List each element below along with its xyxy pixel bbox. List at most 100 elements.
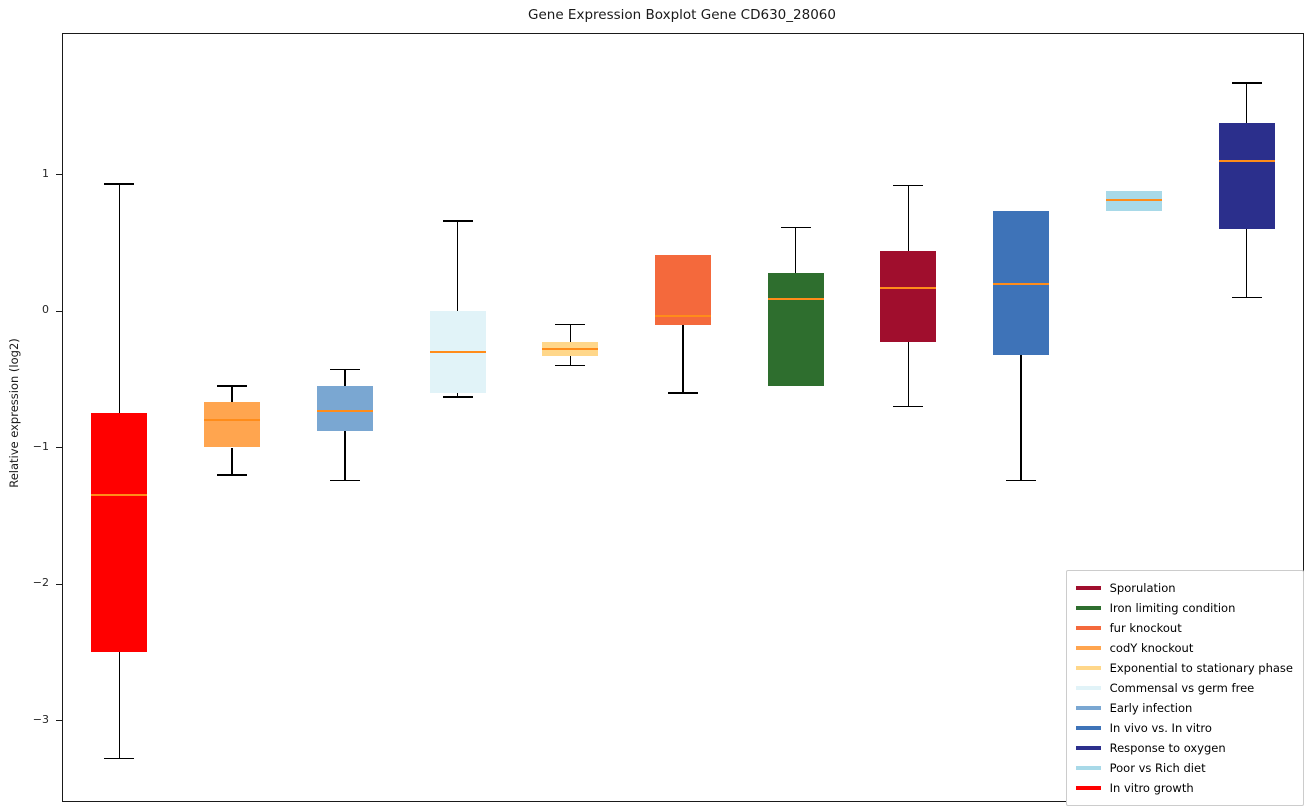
boxplot-box	[1218, 122, 1275, 230]
whisker-line	[456, 392, 459, 397]
median-line	[91, 494, 148, 497]
legend-color-swatch	[1075, 726, 1101, 730]
legend-item: Commensal vs germ free	[1075, 678, 1293, 698]
legend: Sporulation Iron limiting condition fur kn…	[1065, 570, 1304, 806]
whisker-line	[907, 185, 910, 251]
median-line	[993, 282, 1050, 285]
legend-label: Poor vs Rich diet	[1109, 761, 1206, 775]
whisker-cap	[104, 757, 135, 760]
whisker-line	[456, 220, 459, 311]
whisker-cap	[1006, 479, 1037, 481]
legend-item: Sporulation	[1075, 578, 1293, 598]
whisker-line	[569, 356, 572, 366]
chart-title: Gene Expression Boxplot Gene CD630_28060	[528, 7, 836, 23]
y-tick-label: −1	[32, 439, 49, 453]
median-line	[1218, 159, 1275, 162]
legend-color-swatch	[1075, 666, 1101, 670]
whisker-line	[118, 184, 121, 414]
whisker-cap	[780, 226, 811, 229]
legend-item: codY knockout	[1075, 638, 1293, 658]
legend-label: Commensal vs germ free	[1109, 681, 1255, 695]
y-axis-label: Relative expression (log2)	[7, 338, 21, 488]
legend-color-swatch	[1075, 586, 1101, 590]
legend-item: Poor vs Rich diet	[1075, 758, 1293, 778]
boxplot-box	[655, 255, 711, 325]
y-tick-mark	[56, 583, 62, 585]
legend-label: Sporulation	[1109, 581, 1176, 595]
whisker-cap	[442, 396, 473, 398]
y-tick-mark	[56, 720, 62, 721]
whisker-cap	[329, 479, 360, 481]
median-line	[204, 419, 261, 422]
legend-item: In vivo vs. In vitro	[1075, 718, 1293, 738]
boxplot-box	[204, 402, 261, 448]
whisker-cap	[893, 405, 924, 408]
legend-label: In vitro growth	[1109, 781, 1194, 795]
median-line	[655, 315, 711, 318]
whisker-line	[569, 324, 572, 343]
whisker-cap	[555, 323, 586, 326]
y-tick-mark	[56, 447, 62, 448]
whisker-cap	[1231, 82, 1262, 84]
boxplot-box	[767, 272, 824, 387]
whisker-line	[231, 386, 233, 403]
legend-item: Iron limiting condition	[1075, 598, 1293, 618]
boxplot-box	[91, 413, 148, 653]
y-tick-label: −3	[32, 712, 49, 726]
legend-color-swatch	[1075, 606, 1101, 610]
legend-color-swatch	[1075, 626, 1101, 630]
boxplot-box	[316, 386, 373, 432]
whisker-line	[794, 227, 797, 273]
median-line	[767, 297, 824, 300]
legend-label: In vivo vs. In vitro	[1109, 721, 1212, 735]
whisker-line	[1245, 83, 1248, 123]
legend-label: codY knockout	[1109, 641, 1194, 655]
legend-label: Iron limiting condition	[1109, 601, 1236, 615]
whisker-cap	[668, 392, 698, 394]
whisker-line	[1020, 354, 1022, 481]
whisker-cap	[329, 368, 360, 371]
legend-item: Response to oxygen	[1075, 738, 1293, 758]
median-line	[316, 409, 373, 412]
whisker-line	[344, 431, 346, 481]
y-tick-label: 1	[42, 166, 49, 180]
median-line	[880, 286, 937, 289]
whisker-line	[231, 447, 233, 475]
legend-color-swatch	[1075, 706, 1101, 710]
legend-color-swatch	[1075, 686, 1101, 690]
whisker-line	[1245, 229, 1248, 298]
y-tick-mark	[56, 174, 62, 175]
plot-area: 1 0 −1 −2 −3	[33, 33, 1304, 802]
y-tick-label: 0	[42, 303, 49, 316]
legend-label: Response to oxygen	[1109, 741, 1226, 755]
legend-item: Exponential to stationary phase	[1075, 658, 1293, 678]
legend-color-swatch	[1075, 646, 1101, 650]
legend-item: fur knockout	[1075, 618, 1293, 638]
y-tick-label: −2	[32, 576, 49, 589]
whisker-cap	[442, 220, 473, 222]
legend-item: Early infection	[1075, 698, 1293, 718]
median-line	[542, 348, 599, 351]
whisker-cap	[1231, 296, 1262, 299]
whisker-line	[344, 369, 346, 387]
whisker-cap	[217, 385, 248, 387]
legend-label: Exponential to stationary phase	[1109, 661, 1293, 675]
whisker-cap	[893, 184, 924, 187]
whisker-line	[907, 342, 910, 407]
median-line	[1105, 199, 1162, 202]
legend-label: fur knockout	[1109, 621, 1182, 635]
whisker-line	[682, 324, 684, 393]
whisker-cap	[217, 474, 248, 476]
legend-item: In vitro growth	[1075, 778, 1293, 798]
whisker-cap	[104, 183, 135, 185]
median-line	[429, 350, 486, 353]
legend-color-swatch	[1075, 786, 1101, 790]
boxplot-box	[880, 250, 937, 343]
legend-color-swatch	[1075, 746, 1101, 750]
whisker-cap	[555, 364, 586, 367]
legend-label: Early infection	[1109, 701, 1193, 715]
whisker-line	[118, 652, 121, 759]
legend-color-swatch	[1075, 766, 1101, 770]
y-tick-mark	[56, 310, 62, 312]
